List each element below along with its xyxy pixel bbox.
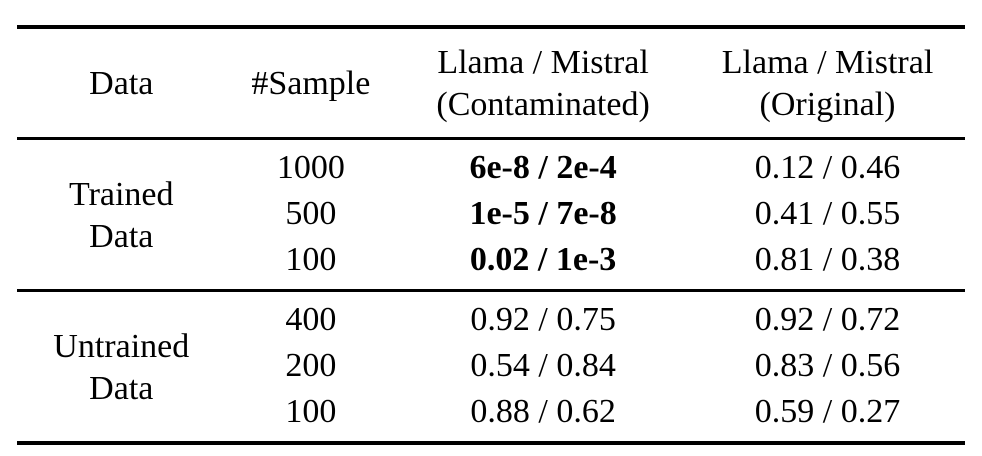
contaminated-cell: 0.92 / 0.75 [470, 301, 616, 338]
group-label-text: Trained Data [69, 176, 174, 255]
table-row: 100 0.88 / 0.62 0.59 / 0.27 [17, 389, 965, 443]
sample-cell: 100 [285, 393, 337, 430]
table-row: 200 0.54 / 0.84 0.83 / 0.56 [17, 343, 965, 389]
group-label-trained: Trained Data [17, 139, 226, 291]
table-header: Data #Sample Llama / Mistral (Contaminat… [17, 27, 965, 139]
table-row: 100 0.02 / 1e-3 0.81 / 0.38 [17, 237, 965, 291]
header-cell-original: Llama / Mistral (Original) [721, 44, 934, 123]
sample-cell: 400 [285, 301, 337, 338]
contaminated-cell: 0.02 / 1e-3 [469, 241, 617, 278]
group-untrained-data: Untrained Data 400 0.92 / 0.75 0.92 / 0.… [17, 291, 965, 444]
contaminated-cell: 0.88 / 0.62 [470, 393, 616, 430]
table-row: 500 1e-5 / 7e-8 0.41 / 0.55 [17, 191, 965, 237]
contaminated-cell: 1e-5 / 7e-8 [469, 195, 617, 232]
header-cell-sample: #Sample [251, 65, 371, 102]
header-cell-data: Data [89, 65, 154, 102]
original-cell: 0.41 / 0.55 [754, 195, 901, 232]
contaminated-cell: 6e-8 / 2e-4 [469, 149, 617, 186]
sample-cell: 500 [285, 195, 337, 232]
sample-cell: 200 [285, 347, 337, 384]
table-row: Trained Data 1000 6e-8 / 2e-4 0.12 / 0.4… [17, 139, 965, 255]
original-cell: 0.12 / 0.46 [754, 149, 901, 186]
contaminated-cell: 0.54 / 0.84 [470, 347, 616, 384]
group-label-text: Untrained Data [53, 328, 190, 407]
original-cell: 0.81 / 0.38 [754, 241, 901, 278]
group-label-untrained: Untrained Data [17, 291, 226, 444]
group-trained-data: Trained Data 1000 6e-8 / 2e-4 0.12 / 0.4… [17, 139, 965, 291]
table-row: Untrained Data 400 0.92 / 0.75 0.92 / 0.… [17, 291, 965, 407]
original-cell: 0.59 / 0.27 [754, 393, 901, 430]
original-cell: 0.83 / 0.56 [754, 347, 901, 384]
results-table: Data #Sample Llama / Mistral (Contaminat… [17, 25, 965, 445]
header-row: Data #Sample Llama / Mistral (Contaminat… [17, 27, 965, 139]
results-table-container: Data #Sample Llama / Mistral (Contaminat… [17, 25, 965, 445]
header-cell-contaminated: Llama / Mistral (Contaminated) [436, 44, 650, 123]
sample-cell: 100 [285, 241, 337, 278]
original-cell: 0.92 / 0.72 [754, 301, 901, 338]
sample-cell: 1000 [276, 149, 345, 186]
